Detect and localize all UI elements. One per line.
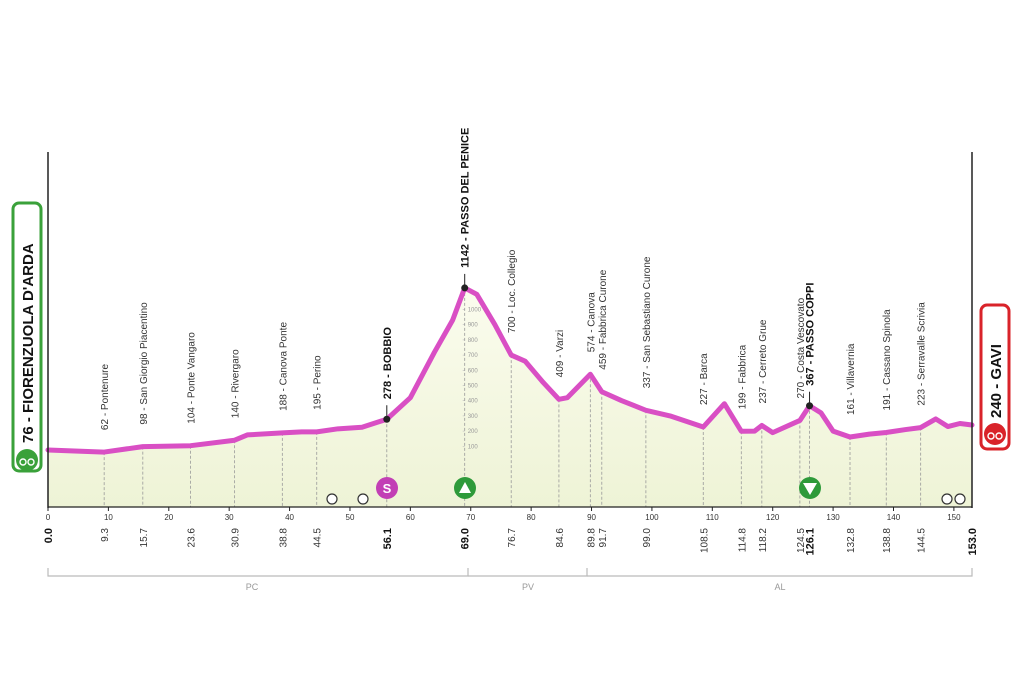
y-tick-label: 1000 — [468, 308, 482, 314]
waypoint-label: 199 - Fabbrica — [737, 344, 748, 409]
km-label: 114.8 — [737, 528, 748, 553]
y-tick-label: 200 — [468, 429, 479, 435]
waypoint-label: 104 - Ponte Vangaro — [187, 332, 198, 424]
finish-label: 240 - GAVI — [988, 344, 1005, 418]
waypoint-label: 1142 - PASSO DEL PENICE — [460, 128, 472, 268]
km-label: 108.5 — [699, 528, 710, 553]
x-tick-label: 0 — [46, 513, 51, 522]
x-tick-label: 50 — [346, 513, 355, 522]
km-label: 44.5 — [313, 528, 324, 548]
start-label: 76 - FIORENZUOLA D'ARDA — [20, 243, 37, 443]
waypoint-label: 98 - San Giorgio Piacentino — [139, 302, 150, 425]
intermediate-icons — [326, 493, 966, 505]
y-tick-label: 400 — [468, 399, 479, 405]
waypoint-label: 223 - Serravalle Scrivia — [917, 302, 928, 406]
region-label: AL — [774, 582, 785, 592]
x-tick-label: 150 — [947, 513, 961, 522]
km-label: 15.7 — [139, 528, 150, 548]
km-label: 126.1 — [805, 528, 817, 556]
x-tick-label: 90 — [587, 513, 596, 522]
region-label: PV — [522, 582, 534, 592]
km-label: 38.8 — [278, 528, 289, 548]
km-label: 124.5 — [796, 528, 807, 553]
y-tick-label: 700 — [468, 353, 479, 359]
x-tick-label: 110 — [706, 513, 719, 522]
waypoint-label: 367 - PASSO COPPI — [805, 283, 817, 386]
x-tick-label: 40 — [285, 513, 294, 522]
x-tick-label: 10 — [104, 513, 113, 522]
x-tick-label: 70 — [466, 513, 475, 522]
y-tick-label: 300 — [468, 414, 479, 420]
region-label: PC — [246, 582, 259, 592]
summit-dot — [461, 284, 469, 292]
km-label: 118.2 — [758, 528, 769, 553]
km-label: 69.0 — [460, 528, 472, 549]
km-label: 132.8 — [846, 528, 857, 553]
km-label: 30.9 — [231, 528, 242, 548]
waypoint-label: 337 - San Sebastiano Curone — [642, 256, 653, 388]
waypoint-label: 227 - Barca — [699, 353, 710, 405]
waypoint-label: 62 - Pontenure — [100, 363, 111, 430]
x-tick-label: 20 — [164, 513, 173, 522]
waypoint-label: 161 - Villavernia — [846, 343, 857, 415]
waypoint-label: 574 - Canova — [586, 292, 597, 352]
climb-icon — [454, 477, 476, 499]
waypoint-label: 140 - Rivergaro — [231, 349, 242, 418]
km-label: 138.8 — [882, 528, 893, 553]
y-tick-label: 800 — [468, 338, 479, 344]
x-tick-label: 130 — [826, 513, 840, 522]
x-tick-label: 120 — [766, 513, 780, 522]
waypoint-label: 700 - Loc. Collegio — [507, 249, 518, 333]
km-label: 153.0 — [967, 528, 979, 556]
km-label: 0.0 — [43, 528, 55, 543]
waypoint-label: 278 - BOBBIO — [382, 327, 394, 400]
svg-text:S: S — [383, 481, 392, 496]
waypoint-label: 237 - Cerreto Grue — [758, 319, 769, 403]
km-label: 56.1 — [382, 528, 394, 549]
waypoint-label: 409 - Varzi — [555, 330, 566, 378]
waypoint-label: 191 - Cassano Spinola — [882, 309, 893, 411]
x-tick-label: 60 — [406, 513, 415, 522]
start-box: 76 - FIORENZUOLA D'ARDA — [11, 201, 43, 473]
waypoint-label: 270 - Costa Vescovato — [796, 297, 807, 398]
km-label: 89.8 — [586, 528, 597, 548]
km-label: 9.3 — [100, 528, 111, 542]
x-tick-label: 80 — [527, 513, 536, 522]
km-label: 91.7 — [598, 528, 609, 548]
x-tick-label: 140 — [887, 513, 901, 522]
km-label: 84.6 — [555, 528, 566, 548]
km-label: 76.7 — [507, 528, 518, 548]
waypoint-label: 188 - Canova Ponte — [278, 322, 289, 411]
km-label: 23.6 — [187, 528, 198, 548]
km-label: 99.0 — [642, 528, 653, 548]
y-tick-label: 600 — [468, 368, 479, 374]
sprint-icon: S — [376, 477, 398, 499]
waypoint-label: 195 - Perino — [313, 355, 324, 410]
summit-dot — [383, 415, 391, 423]
region-brackets — [47, 568, 973, 577]
finish-box: 240 - GAVI — [979, 303, 1011, 451]
plot: 100 200 300 400 500 600 700 800 900 1000 0 10 20 30 40… — [43, 128, 979, 556]
waypoint-label: 459 - Fabbrica Curone — [598, 269, 609, 369]
km-label: 144.5 — [917, 528, 928, 553]
climb-icon — [799, 477, 821, 499]
y-tick-label: 900 — [468, 323, 479, 329]
x-tick-label: 100 — [645, 513, 659, 522]
profile-line — [45, 285, 975, 455]
y-tick-label: 100 — [468, 444, 479, 450]
x-tick-label: 30 — [225, 513, 234, 522]
y-tick-label: 500 — [468, 384, 479, 390]
summit-dot — [806, 402, 814, 410]
